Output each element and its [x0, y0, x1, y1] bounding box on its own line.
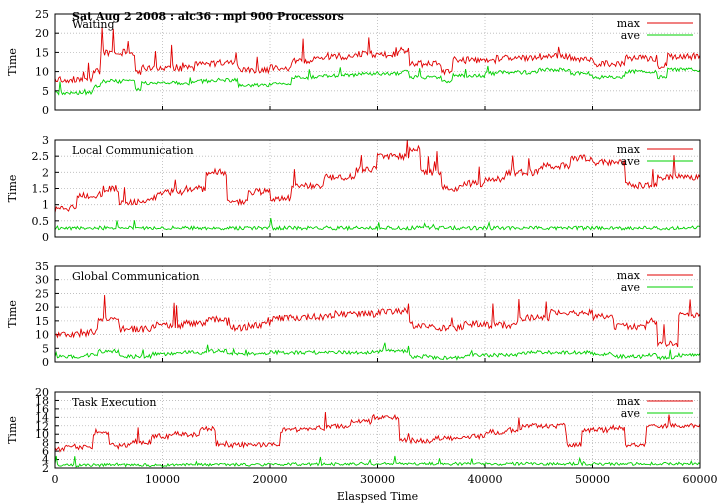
x-tick-label: 40000: [468, 473, 503, 486]
y-tick-label: 4: [42, 454, 49, 467]
y-tick-label: 0: [42, 231, 49, 244]
y-tick-label: 5: [42, 342, 49, 355]
y-tick-label: 25: [35, 8, 49, 21]
y-tick-label: 35: [35, 260, 49, 273]
y-tick-label: 15: [35, 315, 49, 328]
legend-label-ave: ave: [621, 281, 640, 294]
y-tick-label: 0.5: [32, 215, 50, 228]
x-tick-label: 50000: [575, 473, 610, 486]
y-tick-label: 8: [42, 437, 49, 450]
y-tick-label: 20: [35, 301, 49, 314]
y-tick-label: 5: [42, 85, 49, 98]
legend-label-ave: ave: [621, 155, 640, 168]
y-axis-label: Time: [6, 300, 19, 328]
figure-title: Sat Aug 2 2008 : alc36 : mpi 900 Process…: [72, 10, 344, 23]
legend-label-max: max: [617, 143, 641, 156]
series-line-max: [54, 294, 701, 348]
y-tick-label: 16: [35, 403, 49, 416]
y-tick-label: 25: [35, 287, 49, 300]
y-tick-label: 15: [35, 46, 49, 59]
y-axis-label: Time: [6, 175, 19, 203]
y-tick-label: 0: [42, 104, 49, 117]
series-line-max: [54, 27, 701, 84]
panel-title: Task Execution: [72, 396, 156, 409]
y-tick-label: 20: [35, 27, 49, 40]
plot-frame: [54, 13, 701, 111]
x-tick-label: 30000: [360, 473, 395, 486]
panel-title: Local Communication: [72, 144, 194, 157]
y-tick-label: 14: [35, 411, 49, 424]
y-axis-label: Time: [6, 48, 19, 76]
series-line-max: [54, 411, 701, 453]
x-tick-label: 60000: [683, 473, 718, 486]
y-tick-label: 2.5: [32, 150, 50, 163]
y-tick-label: 30: [35, 274, 49, 287]
y-tick-label: 2: [42, 166, 49, 179]
y-tick-label: 2: [42, 462, 49, 475]
x-tick-label: 0: [52, 473, 59, 486]
y-tick-label: 10: [35, 66, 49, 79]
panel-title: Global Communication: [72, 270, 200, 283]
y-tick-label: 10: [35, 329, 49, 342]
legend-label-ave: ave: [621, 407, 640, 420]
y-tick-label: 6: [42, 445, 49, 458]
y-tick-label: 12: [35, 420, 49, 433]
series-line-max: [54, 139, 701, 213]
plot-frame: [54, 139, 701, 238]
y-axis-label: Time: [6, 416, 19, 444]
x-tick-label: 10000: [145, 473, 180, 486]
y-tick-label: 20: [35, 386, 49, 399]
y-tick-label: 0: [42, 356, 49, 369]
legend-label-ave: ave: [621, 29, 640, 42]
x-axis-label: Elaspsed Time: [337, 490, 418, 503]
y-tick-label: 10: [35, 428, 49, 441]
y-tick-label: 3: [42, 134, 49, 147]
y-tick-label: 1: [42, 199, 49, 212]
panel-title: Waiting: [72, 18, 115, 31]
series-line-ave: [54, 342, 701, 361]
legend-label-max: max: [617, 395, 641, 408]
series-line-ave: [54, 455, 701, 468]
x-tick-label: 20000: [253, 473, 288, 486]
legend-label-max: max: [617, 269, 641, 282]
series-line-ave: [54, 218, 701, 232]
y-tick-label: 1.5: [32, 183, 50, 196]
series-line-ave: [54, 65, 701, 96]
legend-label-max: max: [617, 17, 641, 30]
plot-frame: [54, 391, 701, 469]
y-tick-label: 18: [35, 394, 49, 407]
plot-frame: [54, 265, 701, 363]
